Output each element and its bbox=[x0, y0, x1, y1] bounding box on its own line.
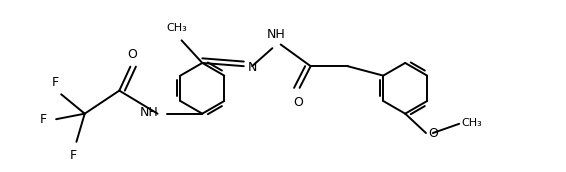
Text: F: F bbox=[40, 113, 47, 126]
Text: CH₃: CH₃ bbox=[461, 118, 482, 128]
Text: O: O bbox=[293, 96, 303, 109]
Text: NH: NH bbox=[140, 106, 158, 119]
Text: F: F bbox=[70, 149, 77, 162]
Text: N: N bbox=[247, 61, 257, 74]
Text: O: O bbox=[428, 127, 439, 141]
Text: F: F bbox=[52, 76, 59, 89]
Text: O: O bbox=[127, 48, 137, 61]
Text: CH₃: CH₃ bbox=[166, 23, 187, 33]
Text: NH: NH bbox=[267, 28, 285, 41]
